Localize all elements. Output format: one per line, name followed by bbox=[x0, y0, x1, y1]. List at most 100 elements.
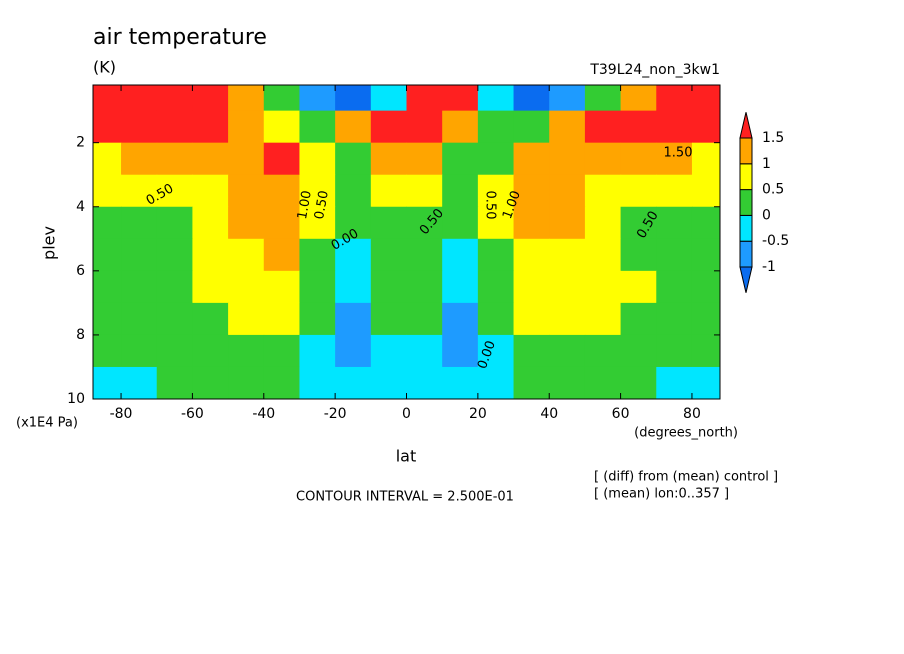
field-cell bbox=[549, 142, 586, 176]
field-cell bbox=[620, 270, 657, 304]
field-cell bbox=[228, 302, 265, 336]
field-cell bbox=[584, 174, 622, 208]
field-cell bbox=[335, 85, 372, 112]
note: [ (mean) lon:0..357 ] bbox=[594, 487, 729, 502]
y-tick-label: 10 bbox=[67, 391, 85, 407]
field-cell bbox=[620, 302, 657, 336]
field-cell bbox=[406, 174, 443, 208]
field-cell bbox=[335, 302, 372, 336]
field-cell bbox=[584, 110, 622, 144]
field-cell bbox=[406, 206, 443, 240]
field-cell bbox=[442, 334, 479, 368]
field-cell bbox=[656, 174, 693, 208]
field-cell bbox=[691, 142, 720, 176]
field-cell bbox=[121, 366, 158, 399]
field-cell bbox=[549, 238, 586, 272]
field-cell bbox=[93, 206, 122, 240]
field-cell bbox=[620, 238, 657, 272]
field-cell bbox=[335, 110, 372, 144]
field-cell bbox=[93, 238, 122, 272]
colorbar-box bbox=[739, 163, 753, 191]
field-cell bbox=[406, 302, 443, 336]
field-cell bbox=[549, 366, 586, 399]
field-cell bbox=[192, 238, 229, 272]
field-cell bbox=[335, 334, 372, 368]
field-cell bbox=[370, 85, 407, 112]
field-cell bbox=[549, 270, 586, 304]
field-cell bbox=[370, 142, 407, 176]
x-tick-label: 80 bbox=[683, 406, 701, 422]
colorbar-box bbox=[739, 189, 753, 216]
field-cell bbox=[620, 174, 657, 208]
field-cell bbox=[691, 110, 720, 144]
field-cell bbox=[656, 270, 693, 304]
field-cell bbox=[584, 238, 622, 272]
run-name: T39L24_non_3kw1 bbox=[589, 62, 720, 78]
y-tick-label: 2 bbox=[76, 135, 85, 151]
field-cell bbox=[656, 366, 693, 399]
contour-label: 1.50 bbox=[664, 146, 693, 161]
field-cell bbox=[406, 238, 443, 272]
colorbar-box bbox=[739, 240, 753, 268]
field-cell bbox=[620, 142, 657, 176]
field-cell bbox=[263, 366, 300, 399]
x-tick-label: -40 bbox=[252, 406, 275, 422]
field-cell bbox=[477, 334, 515, 368]
field-cell bbox=[93, 334, 122, 368]
field-cell bbox=[656, 110, 693, 144]
field-cell bbox=[228, 142, 265, 176]
field-cell bbox=[228, 334, 265, 368]
contour-interval: CONTOUR INTERVAL = 2.500E-01 bbox=[296, 490, 514, 505]
field-cell bbox=[93, 366, 122, 399]
field-cell bbox=[299, 302, 336, 336]
field-cell bbox=[121, 302, 158, 336]
field-cell bbox=[584, 142, 622, 176]
field-cell bbox=[156, 270, 193, 304]
x-axis-label: lat bbox=[396, 447, 417, 466]
field-cell bbox=[370, 366, 407, 399]
field-cell bbox=[513, 142, 550, 176]
field-cell bbox=[477, 302, 515, 336]
field-cell bbox=[549, 85, 586, 112]
colorbar-label: -1 bbox=[762, 259, 776, 275]
field-cell bbox=[549, 174, 586, 208]
field-cell bbox=[299, 142, 336, 176]
field-cell bbox=[477, 238, 515, 272]
field-cell bbox=[584, 270, 622, 304]
field-cell bbox=[299, 85, 336, 112]
field-cell bbox=[442, 270, 479, 304]
field-cell bbox=[620, 334, 657, 368]
field-cell bbox=[263, 85, 300, 112]
field-cell bbox=[442, 302, 479, 336]
field-cell bbox=[442, 85, 479, 112]
field-cell bbox=[263, 270, 300, 304]
field-cell bbox=[192, 302, 229, 336]
field-cell bbox=[442, 110, 479, 144]
field-cell bbox=[442, 142, 479, 176]
field-cell bbox=[513, 302, 550, 336]
field-cell bbox=[228, 174, 265, 208]
field-cell bbox=[370, 206, 407, 240]
field-cell bbox=[620, 366, 657, 399]
field-cell bbox=[228, 206, 265, 240]
chart-title: air temperature bbox=[93, 25, 267, 50]
contour-label: 1.00 bbox=[295, 189, 315, 220]
y-tick-label: 6 bbox=[76, 263, 85, 279]
field-cell bbox=[335, 366, 372, 399]
field-cell bbox=[513, 174, 550, 208]
field-cell bbox=[513, 85, 550, 112]
field-cell bbox=[299, 270, 336, 304]
colorbar-cap bbox=[739, 266, 753, 293]
field-cell bbox=[584, 366, 622, 399]
field-cell bbox=[549, 302, 586, 336]
contour-label: 0.50 bbox=[483, 191, 498, 220]
field-cell bbox=[477, 270, 515, 304]
y-axis-label: plev bbox=[40, 226, 59, 260]
units: (K) bbox=[93, 58, 116, 77]
y-unit: (x1E4 Pa) bbox=[16, 416, 78, 431]
field-cell bbox=[299, 238, 336, 272]
field bbox=[93, 85, 720, 399]
field-cell bbox=[121, 174, 158, 208]
field-cell bbox=[513, 206, 550, 240]
field-cell bbox=[263, 174, 300, 208]
